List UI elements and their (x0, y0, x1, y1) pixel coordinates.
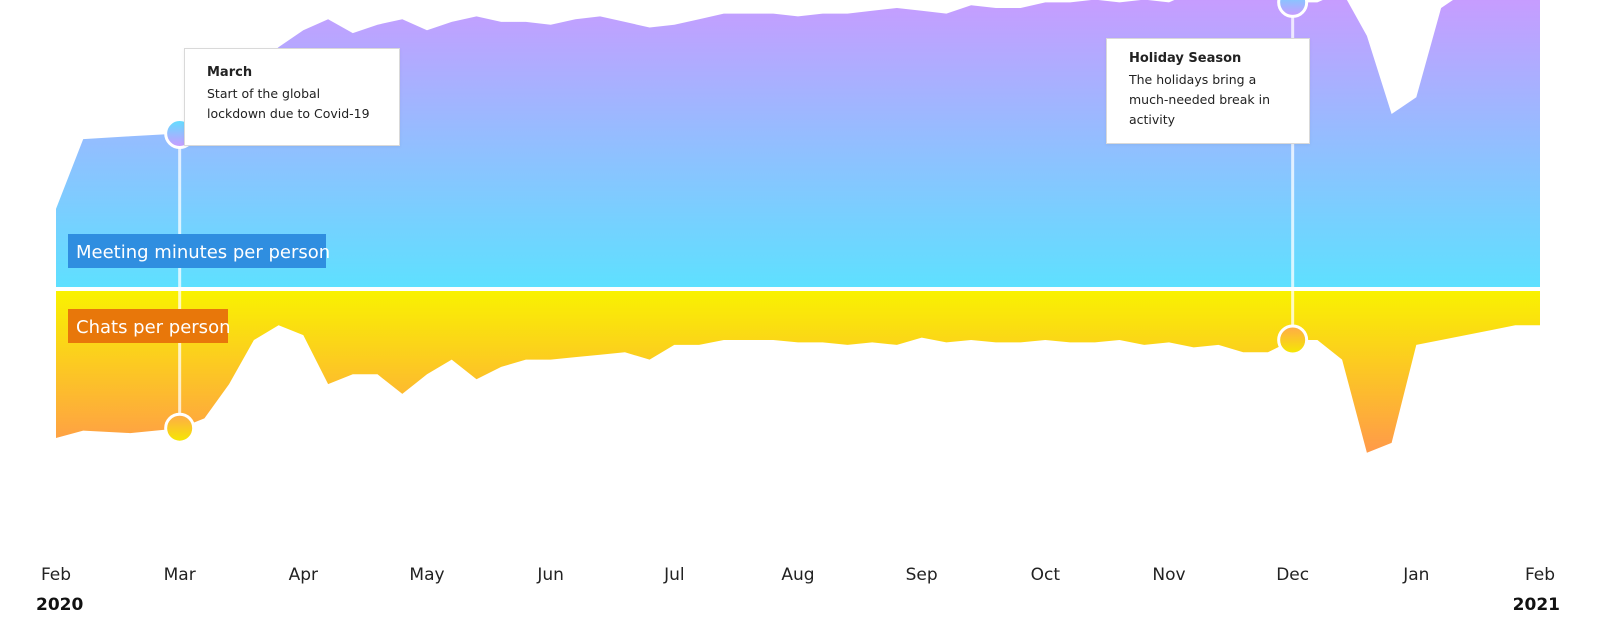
x-tick-label: Aug (781, 565, 814, 585)
march-callout-text: Start of the global lockdown due to Covi… (207, 86, 370, 121)
chats-area (56, 291, 1540, 453)
x-tick-label: Dec (1276, 565, 1309, 585)
year-label-start: 2020 (36, 595, 83, 615)
holiday-callout-text: The holidays bring a much-needed break i… (1129, 72, 1270, 127)
x-tick-label: Feb (1525, 565, 1555, 585)
meeting-minutes-label-background (68, 234, 326, 268)
x-tick-label: Feb (41, 565, 71, 585)
chats-label: Chats per person (76, 317, 231, 338)
x-tick-label: Mar (164, 565, 196, 585)
markers-layer (164, 0, 1309, 444)
chats-label-background (68, 309, 228, 343)
x-tick-label: Jun (536, 565, 564, 585)
x-tick-label: Apr (289, 565, 318, 585)
holiday-chats-marker (1277, 324, 1309, 356)
year-label-end: 2021 (1513, 595, 1560, 615)
series-labels-layer: Meeting minutes per person Chats per pers… (68, 234, 330, 343)
holiday-meeting-marker (1277, 0, 1309, 18)
x-tick-label: Nov (1152, 565, 1185, 585)
march-callout: March Start of the global lockdown due to… (184, 48, 400, 146)
x-tick-label: Oct (1031, 565, 1061, 585)
march-callout-title: March (207, 65, 253, 80)
x-axis: Feb Mar Apr May Jun Jul Aug Sep Oct Nov Dec Jan Feb 2… (36, 565, 1560, 615)
holiday-callout-title: Holiday Season (1129, 51, 1242, 66)
x-tick-label: Jul (663, 565, 685, 585)
meeting-minutes-label: Meeting minutes per person (76, 242, 330, 263)
x-tick-label: May (409, 565, 444, 585)
holiday-callout: Holiday Season The holidays bring a much-… (1106, 38, 1310, 144)
march-chats-marker (164, 412, 196, 444)
x-tick-label: Sep (906, 565, 938, 585)
x-tick-label: Jan (1402, 565, 1429, 585)
